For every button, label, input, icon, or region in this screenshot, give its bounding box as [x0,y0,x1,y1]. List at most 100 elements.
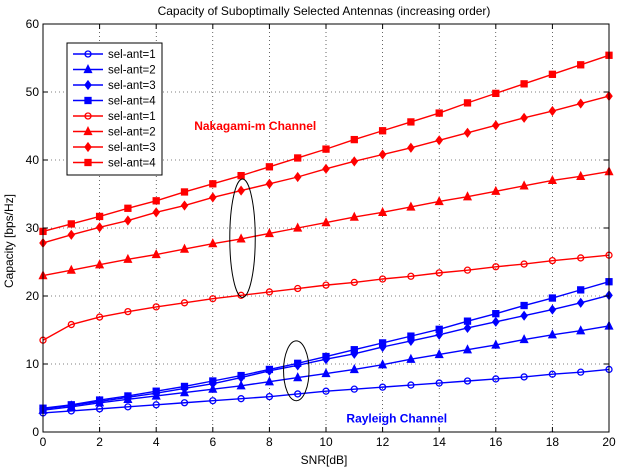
diamond-marker [152,207,161,218]
y-tick-label: 50 [26,85,40,99]
square-marker [378,127,387,135]
circle-marker [492,263,500,271]
triangle-marker [491,185,501,195]
circle-marker [209,397,217,405]
circle-marker [520,373,528,381]
series-7 [39,90,613,249]
triangle-marker [406,353,416,363]
diamond-marker [180,200,189,211]
x-tick-label: 10 [319,435,333,449]
x-tick-label: 8 [266,435,273,449]
triangle-marker [378,359,388,369]
legend-label: sel-ant=3 [108,80,156,92]
circle-marker [435,379,443,387]
circle-marker [180,399,189,407]
square-marker [463,99,472,107]
diamond-marker [548,105,557,117]
circle-marker [322,387,330,395]
circle-marker [378,275,387,283]
circle-marker [463,266,472,274]
axis-ticks: 0 2 4 6 8 10 12 14 16 18 20 0 10 20 30 40 50 60 [26,17,616,449]
square-marker [520,301,528,310]
triangle-marker [576,325,586,335]
square-marker [463,317,472,325]
triangle-marker [576,170,586,180]
square-marker [84,96,92,105]
circle-marker [548,256,557,265]
diamond-marker [576,98,585,109]
diamond-marker [378,149,387,160]
circle-marker [577,368,585,376]
diamond-marker [293,171,302,183]
circle-marker [350,385,358,393]
circle-marker [67,320,75,329]
circle-marker [124,403,132,411]
x-tick-label: 20 [602,435,616,449]
annotation-ellipse [229,178,256,298]
triangle-marker [519,334,529,344]
square-marker [350,135,358,144]
diamond-marker [520,112,528,123]
square-marker [322,145,330,153]
circle-marker [265,288,274,296]
square-marker [180,188,189,196]
square-marker [492,89,500,98]
legend: sel-ant=1 sel-ant=2 sel-ant=3 sel-ant=4 sel-… [66,42,163,176]
triangle-marker [264,227,274,238]
x-tick-label: 14 [433,435,447,449]
legend-entry: sel-ant=3 [73,79,156,92]
circle-marker [350,278,358,287]
circle-marker [294,284,302,293]
x-tick-label: 18 [546,435,560,449]
series-5 [39,251,613,344]
circle-marker [209,295,217,303]
x-tick-label: 6 [209,435,216,449]
annotation-label: Nakagami-m Channel [194,119,316,133]
triangle-marker [293,372,303,382]
diamond-marker [84,79,92,91]
y-tick-label: 30 [26,221,40,235]
square-marker [67,220,75,228]
square-marker [548,294,557,302]
triangle-marker [321,217,331,227]
square-marker [265,365,274,374]
circle-marker [152,303,160,311]
square-marker [84,158,92,167]
circle-marker [294,390,302,398]
square-marker [95,396,104,404]
legend-box [66,42,163,176]
circle-marker [435,269,443,277]
diamond-marker [463,322,472,334]
legend-entry: sel-ant=1 [73,111,156,123]
circle-marker [95,313,104,321]
legend-label: sel-ant=3 [108,142,156,154]
circle-marker [152,401,160,409]
triangle-marker [349,211,359,221]
diamond-marker [67,229,76,240]
square-marker [520,80,528,88]
square-marker [294,359,302,367]
triangle-marker [123,253,133,263]
series-4 [39,278,613,412]
diamond-marker [407,142,415,153]
annotations: Nakagami-m Channel Rayleigh Channel [194,119,447,425]
circle-marker [548,370,557,378]
circle-marker [180,299,189,307]
series-6 [38,166,614,280]
square-marker [378,339,387,347]
legend-label: sel-ant=2 [108,127,156,139]
diamond-marker [491,120,500,131]
triangle-marker [236,380,246,390]
triangle-marker [434,196,444,206]
diamond-marker [322,163,330,174]
legend-entry: sel-ant=1 [73,49,156,61]
legend-entry: sel-ant=2 [73,126,156,139]
triangle-marker [236,233,246,243]
square-marker [152,197,160,205]
square-marker [322,352,330,361]
square-marker [350,346,358,354]
series-line [42,254,610,341]
x-tick-label: 16 [489,435,503,449]
square-marker [548,70,557,78]
